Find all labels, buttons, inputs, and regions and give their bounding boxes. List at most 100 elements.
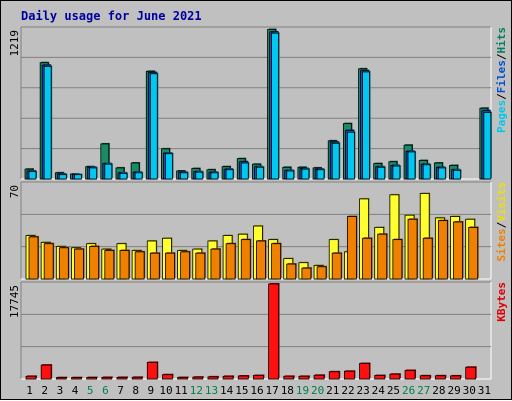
x-tick-label: 26	[402, 384, 415, 397]
bar	[131, 376, 144, 380]
bar	[468, 226, 479, 280]
panel-bg	[21, 282, 491, 379]
bar	[359, 362, 371, 380]
bar	[89, 245, 100, 280]
bar-face	[343, 370, 355, 380]
bar-face	[225, 169, 234, 180]
bar-face	[240, 239, 251, 280]
legend-separator: /	[495, 93, 508, 100]
bar	[180, 250, 191, 280]
bar-face	[316, 169, 325, 180]
bar	[86, 376, 98, 380]
bar	[55, 376, 68, 380]
bar-face	[71, 377, 82, 380]
x-tick-label: 9	[148, 384, 155, 397]
bar	[165, 252, 176, 280]
legend: KBytes	[495, 282, 508, 322]
bar	[119, 249, 130, 280]
bar	[89, 166, 98, 180]
bar-face	[131, 376, 143, 380]
bar-face	[195, 252, 206, 280]
bar-face	[362, 71, 370, 180]
bar	[437, 219, 449, 280]
bar	[362, 70, 371, 180]
bar-face	[283, 375, 295, 380]
legend-separator: /	[495, 53, 508, 60]
bar	[377, 233, 388, 280]
bar-face	[165, 252, 175, 280]
bar-face	[301, 168, 310, 180]
bar-face	[55, 377, 67, 380]
bar-face	[225, 243, 236, 280]
bar	[316, 168, 326, 180]
x-tick-label: 13	[205, 384, 218, 397]
bar	[286, 263, 297, 280]
bar	[192, 376, 204, 380]
bar	[392, 165, 401, 180]
bar	[28, 235, 39, 280]
bar	[301, 267, 312, 280]
bar	[240, 238, 252, 280]
legend-item: Visits	[495, 182, 508, 222]
bar	[313, 374, 326, 380]
bar-face	[104, 163, 113, 180]
legend-item: Sites	[495, 228, 508, 261]
bar-face	[331, 142, 340, 180]
bar-face	[162, 374, 173, 380]
bar-face	[207, 376, 219, 380]
bar	[298, 375, 310, 380]
chart-title: Daily usage for June 2021	[21, 9, 202, 23]
x-tick-label: 20	[311, 384, 324, 397]
bar	[180, 171, 189, 180]
bar-face	[101, 376, 113, 380]
bar-face	[43, 66, 52, 180]
x-tick-label: 19	[296, 384, 309, 397]
bar	[134, 171, 144, 180]
bar-face	[256, 240, 266, 280]
legend: Pages/Files/Hits	[495, 27, 508, 133]
bar-face	[195, 171, 204, 180]
bar	[434, 374, 447, 380]
bar-face	[316, 266, 327, 280]
bar	[437, 166, 447, 180]
bar-face	[419, 375, 431, 380]
bar	[225, 242, 237, 280]
bar-face	[237, 375, 249, 380]
bar-face	[192, 376, 204, 380]
bar	[392, 238, 403, 280]
bar-face	[43, 243, 54, 280]
bar	[195, 252, 206, 280]
bar-face	[28, 171, 37, 180]
bar-face	[437, 167, 446, 180]
bar-face	[331, 252, 342, 280]
bar-face	[119, 173, 128, 180]
bar-face	[119, 250, 130, 280]
x-tick-label: 2	[41, 384, 48, 397]
legend-item: Hits	[495, 27, 508, 54]
x-tick-label: 27	[417, 384, 430, 397]
bar-face	[450, 375, 461, 380]
bar	[71, 376, 83, 380]
x-tick-label: 6	[102, 384, 109, 397]
legend-separator: /	[495, 221, 508, 228]
legend: Sites/Visits	[495, 182, 508, 262]
bar-face	[298, 375, 310, 380]
bar	[101, 376, 113, 380]
bar	[407, 150, 417, 180]
bar	[43, 242, 55, 280]
bar	[465, 366, 477, 380]
bar	[240, 162, 250, 180]
bar	[268, 283, 280, 380]
bar-face	[468, 227, 479, 280]
x-tick-label: 17	[266, 384, 279, 397]
x-tick-label: 8	[132, 384, 139, 397]
bar	[328, 370, 341, 380]
bar	[374, 374, 386, 380]
bar-face	[165, 153, 173, 180]
x-tick-label: 24	[372, 384, 386, 397]
bar-face	[222, 375, 234, 380]
bar-face	[313, 374, 325, 380]
bar	[25, 375, 37, 380]
bar	[283, 375, 295, 380]
